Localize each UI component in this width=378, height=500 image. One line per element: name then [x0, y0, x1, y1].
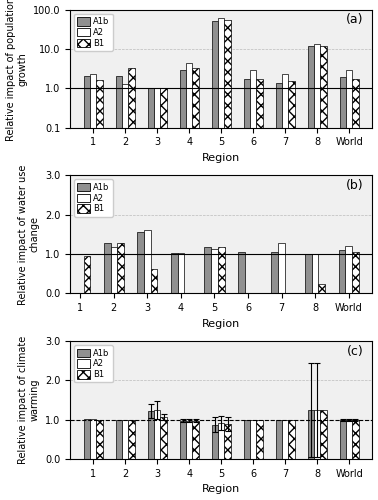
Bar — [137, 232, 144, 294]
Legend: A1b, A2, B1: A1b, A2, B1 — [74, 345, 113, 383]
Bar — [151, 269, 158, 293]
Bar — [256, 420, 263, 459]
Y-axis label: Relative impact of water use
change: Relative impact of water use change — [18, 164, 39, 304]
Bar — [250, 70, 256, 500]
Legend: A1b, A2, B1: A1b, A2, B1 — [74, 180, 113, 216]
Bar — [178, 253, 184, 294]
Bar — [282, 74, 288, 500]
Bar — [116, 420, 122, 459]
Bar — [238, 252, 245, 294]
Bar — [282, 420, 288, 459]
Bar — [160, 417, 167, 459]
Bar — [129, 420, 135, 459]
Bar — [276, 420, 282, 459]
Bar — [204, 247, 211, 294]
Bar — [192, 68, 199, 500]
Bar — [305, 254, 312, 294]
Bar — [180, 70, 186, 500]
Bar — [339, 250, 345, 294]
Bar — [160, 88, 167, 500]
Bar — [180, 420, 186, 459]
Bar — [243, 420, 250, 459]
Bar — [96, 80, 103, 500]
X-axis label: Region: Region — [202, 153, 240, 163]
Y-axis label: Relative impact of climate
warming: Relative impact of climate warming — [18, 336, 39, 464]
Bar — [148, 411, 154, 459]
Bar — [154, 88, 160, 500]
Bar — [345, 246, 352, 294]
Bar — [250, 420, 256, 459]
Bar — [256, 79, 263, 500]
Bar — [90, 74, 96, 500]
Bar — [346, 70, 352, 500]
Bar — [243, 79, 250, 500]
Bar — [84, 419, 90, 459]
Bar — [129, 68, 135, 500]
Bar — [320, 46, 327, 500]
Bar — [171, 253, 178, 294]
Bar — [218, 423, 225, 459]
Bar — [352, 420, 359, 459]
Bar — [218, 247, 225, 294]
Bar — [225, 20, 231, 500]
Bar — [318, 284, 325, 294]
Text: (a): (a) — [346, 13, 363, 26]
Bar — [312, 254, 318, 294]
Bar — [148, 88, 154, 500]
Bar — [212, 424, 218, 459]
Bar — [186, 420, 192, 459]
Bar — [110, 247, 117, 294]
Bar — [276, 82, 282, 500]
Bar — [211, 249, 218, 294]
Bar — [271, 252, 278, 294]
Bar — [225, 424, 231, 459]
Bar — [186, 62, 192, 500]
Bar — [117, 243, 124, 294]
Bar — [122, 420, 129, 459]
Bar — [314, 410, 320, 459]
X-axis label: Region: Region — [202, 484, 240, 494]
Bar — [154, 410, 160, 459]
Bar — [352, 79, 359, 500]
Y-axis label: Relative impact of population
growth: Relative impact of population growth — [6, 0, 27, 140]
Text: (b): (b) — [346, 179, 363, 192]
Bar — [104, 243, 110, 294]
Bar — [352, 252, 359, 294]
Bar — [192, 420, 199, 459]
Bar — [212, 22, 218, 500]
Bar — [346, 420, 352, 459]
Bar — [308, 410, 314, 459]
Bar — [308, 46, 314, 500]
Bar — [116, 76, 122, 500]
Bar — [84, 256, 90, 294]
Bar — [90, 419, 96, 459]
Bar — [288, 82, 295, 500]
Bar — [96, 420, 103, 459]
Bar — [339, 78, 346, 500]
Bar — [122, 84, 129, 500]
Bar — [314, 44, 320, 500]
Bar — [288, 420, 295, 459]
X-axis label: Region: Region — [202, 318, 240, 328]
Bar — [84, 76, 90, 500]
Legend: A1b, A2, B1: A1b, A2, B1 — [74, 14, 113, 51]
Bar — [339, 420, 346, 459]
Bar — [144, 230, 151, 294]
Bar — [320, 410, 327, 459]
Text: (c): (c) — [347, 344, 363, 358]
Bar — [218, 18, 225, 500]
Bar — [278, 243, 285, 294]
